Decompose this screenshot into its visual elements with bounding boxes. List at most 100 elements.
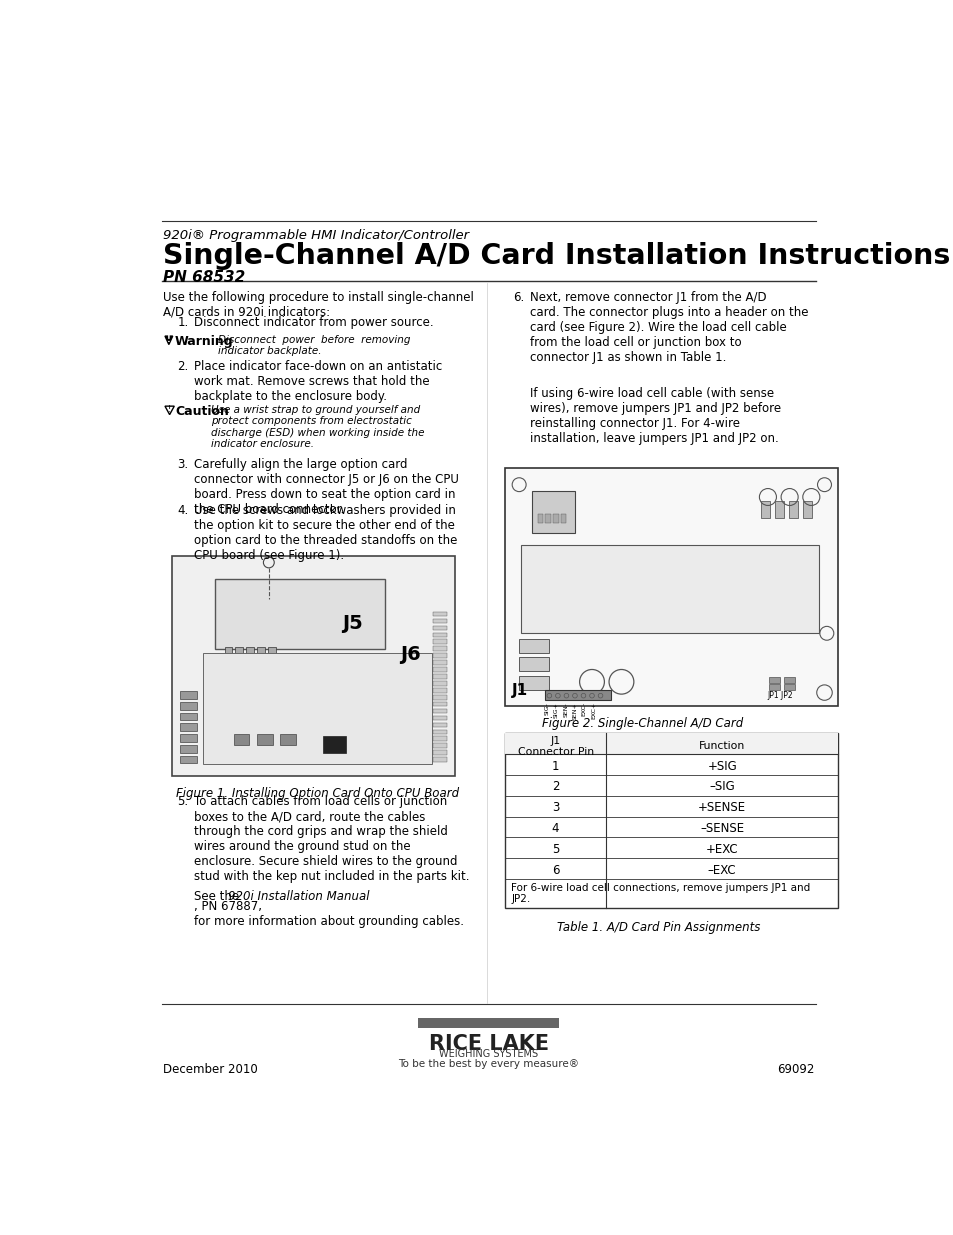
Bar [433,619,447,624]
Text: !: ! [167,336,171,345]
Bar [433,653,447,658]
Text: +EXC: +EXC [705,842,738,856]
Text: SIG+: SIG+ [554,701,558,718]
Bar [257,734,273,745]
Bar [433,701,447,706]
Bar [433,730,447,734]
FancyBboxPatch shape [520,545,819,634]
Bar [768,684,779,690]
FancyBboxPatch shape [505,468,838,706]
Text: 5: 5 [551,842,558,856]
Text: 6: 6 [551,863,558,877]
Bar [518,638,548,652]
FancyBboxPatch shape [505,734,838,755]
Text: !: ! [168,405,172,415]
Text: , PN 67887,
for more information about grounding cables.: , PN 67887, for more information about g… [194,900,464,929]
Bar [433,695,447,699]
Text: J5: J5 [342,614,363,634]
FancyBboxPatch shape [214,579,385,648]
Bar [518,676,548,689]
Text: To be the best by every measure®: To be the best by every measure® [398,1060,578,1070]
Bar [179,692,196,699]
Text: See the: See the [194,889,243,903]
Text: 6.: 6. [513,290,523,304]
Text: Warning: Warning [174,335,233,347]
Text: EXC+: EXC+ [591,701,596,719]
Text: 4: 4 [551,823,558,835]
Bar [246,647,253,662]
Text: J1
Connector Pin: J1 Connector Pin [517,736,593,757]
Text: To attach cables from load cells or junction
boxes to the A/D card, route the ca: To attach cables from load cells or junc… [194,795,470,883]
Text: 1: 1 [551,760,558,773]
Text: For 6-wire load cell connections, remove jumpers JP1 and
JP2.: For 6-wire load cell connections, remove… [511,883,810,904]
Bar [179,724,196,731]
Text: Use the screws and lockwashers provided in
the option kit to secure the other en: Use the screws and lockwashers provided … [194,504,457,562]
Text: Figure 2. Single-Channel A/D Card: Figure 2. Single-Channel A/D Card [541,718,742,730]
Text: 1.: 1. [177,316,189,329]
Bar [268,647,275,662]
Bar [433,626,447,630]
Text: J6: J6 [400,645,421,664]
Text: +SIG: +SIG [706,760,737,773]
Bar [433,667,447,672]
Bar [783,684,794,690]
FancyBboxPatch shape [417,1019,558,1029]
Text: 2: 2 [551,781,558,793]
Bar [788,501,798,517]
Bar [433,722,447,727]
Text: WEIGHING SYSTEMS: WEIGHING SYSTEMS [439,1049,537,1060]
FancyBboxPatch shape [203,652,431,764]
Text: –SIG: –SIG [709,781,735,793]
Polygon shape [165,336,172,345]
Text: 920i® Programmable HMI Indicator/Controller: 920i® Programmable HMI Indicator/Control… [163,228,469,242]
Bar [433,757,447,762]
Text: 69092: 69092 [777,1063,814,1076]
Text: December 2010: December 2010 [163,1063,258,1076]
Bar [433,736,447,741]
Text: If using 6-wire load cell cable (with sense
wires), remove jumpers JP1 and JP2 b: If using 6-wire load cell cable (with se… [530,387,781,445]
Bar [179,745,196,752]
Text: Use the following procedure to install single-channel
A/D cards in 920i indicato: Use the following procedure to install s… [163,290,474,319]
FancyBboxPatch shape [505,734,838,908]
Text: SIG-: SIG- [544,701,549,715]
Text: Single-Channel A/D Card Installation Instructions: Single-Channel A/D Card Installation Ins… [163,242,950,270]
Text: Figure 1. Installing Option Card Onto CPU Board: Figure 1. Installing Option Card Onto CP… [175,787,458,799]
Text: Caution: Caution [175,405,230,417]
Text: Place indicator face-down on an antistatic
work mat. Remove screws that hold the: Place indicator face-down on an antistat… [194,359,442,403]
FancyBboxPatch shape [545,690,611,700]
Bar [545,514,550,524]
Text: EXC-: EXC- [581,701,586,716]
Text: Disconnect indicator from power source.: Disconnect indicator from power source. [194,316,434,329]
Bar [433,743,447,748]
Bar [179,756,196,763]
FancyBboxPatch shape [532,490,575,534]
Text: RICE LAKE: RICE LAKE [429,1034,548,1053]
Text: 2.: 2. [177,359,189,373]
Bar [768,677,779,683]
Text: –SENSE: –SENSE [700,823,743,835]
Bar [433,688,447,693]
Bar [179,734,196,742]
Text: 5.: 5. [177,795,189,808]
Bar [433,709,447,714]
Bar [774,501,783,517]
Text: Carefully align the large option card
connector with connector J5 or J6 on the C: Carefully align the large option card co… [194,458,458,516]
Bar [233,734,249,745]
Bar [280,734,295,745]
Text: Use a wrist strap to ground yourself and
protect components from electrostatic
d: Use a wrist strap to ground yourself and… [212,405,424,450]
Text: 3.: 3. [177,458,189,471]
FancyBboxPatch shape [172,556,455,776]
Text: –EXC: –EXC [707,863,736,877]
Text: JP1 JP2: JP1 JP2 [766,692,792,700]
Bar [323,736,346,752]
Text: SEN+: SEN+ [572,701,577,720]
Bar [433,640,447,645]
Bar [433,661,447,664]
Bar [433,674,447,679]
Text: Next, remove connector J1 from the A/D
card. The connector plugs into a header o: Next, remove connector J1 from the A/D c… [530,290,807,363]
Text: Function: Function [699,741,744,751]
Bar [433,680,447,685]
Bar [433,632,447,637]
Text: J1: J1 [511,683,527,698]
Text: Table 1. A/D Card Pin Assignments: Table 1. A/D Card Pin Assignments [557,920,760,934]
